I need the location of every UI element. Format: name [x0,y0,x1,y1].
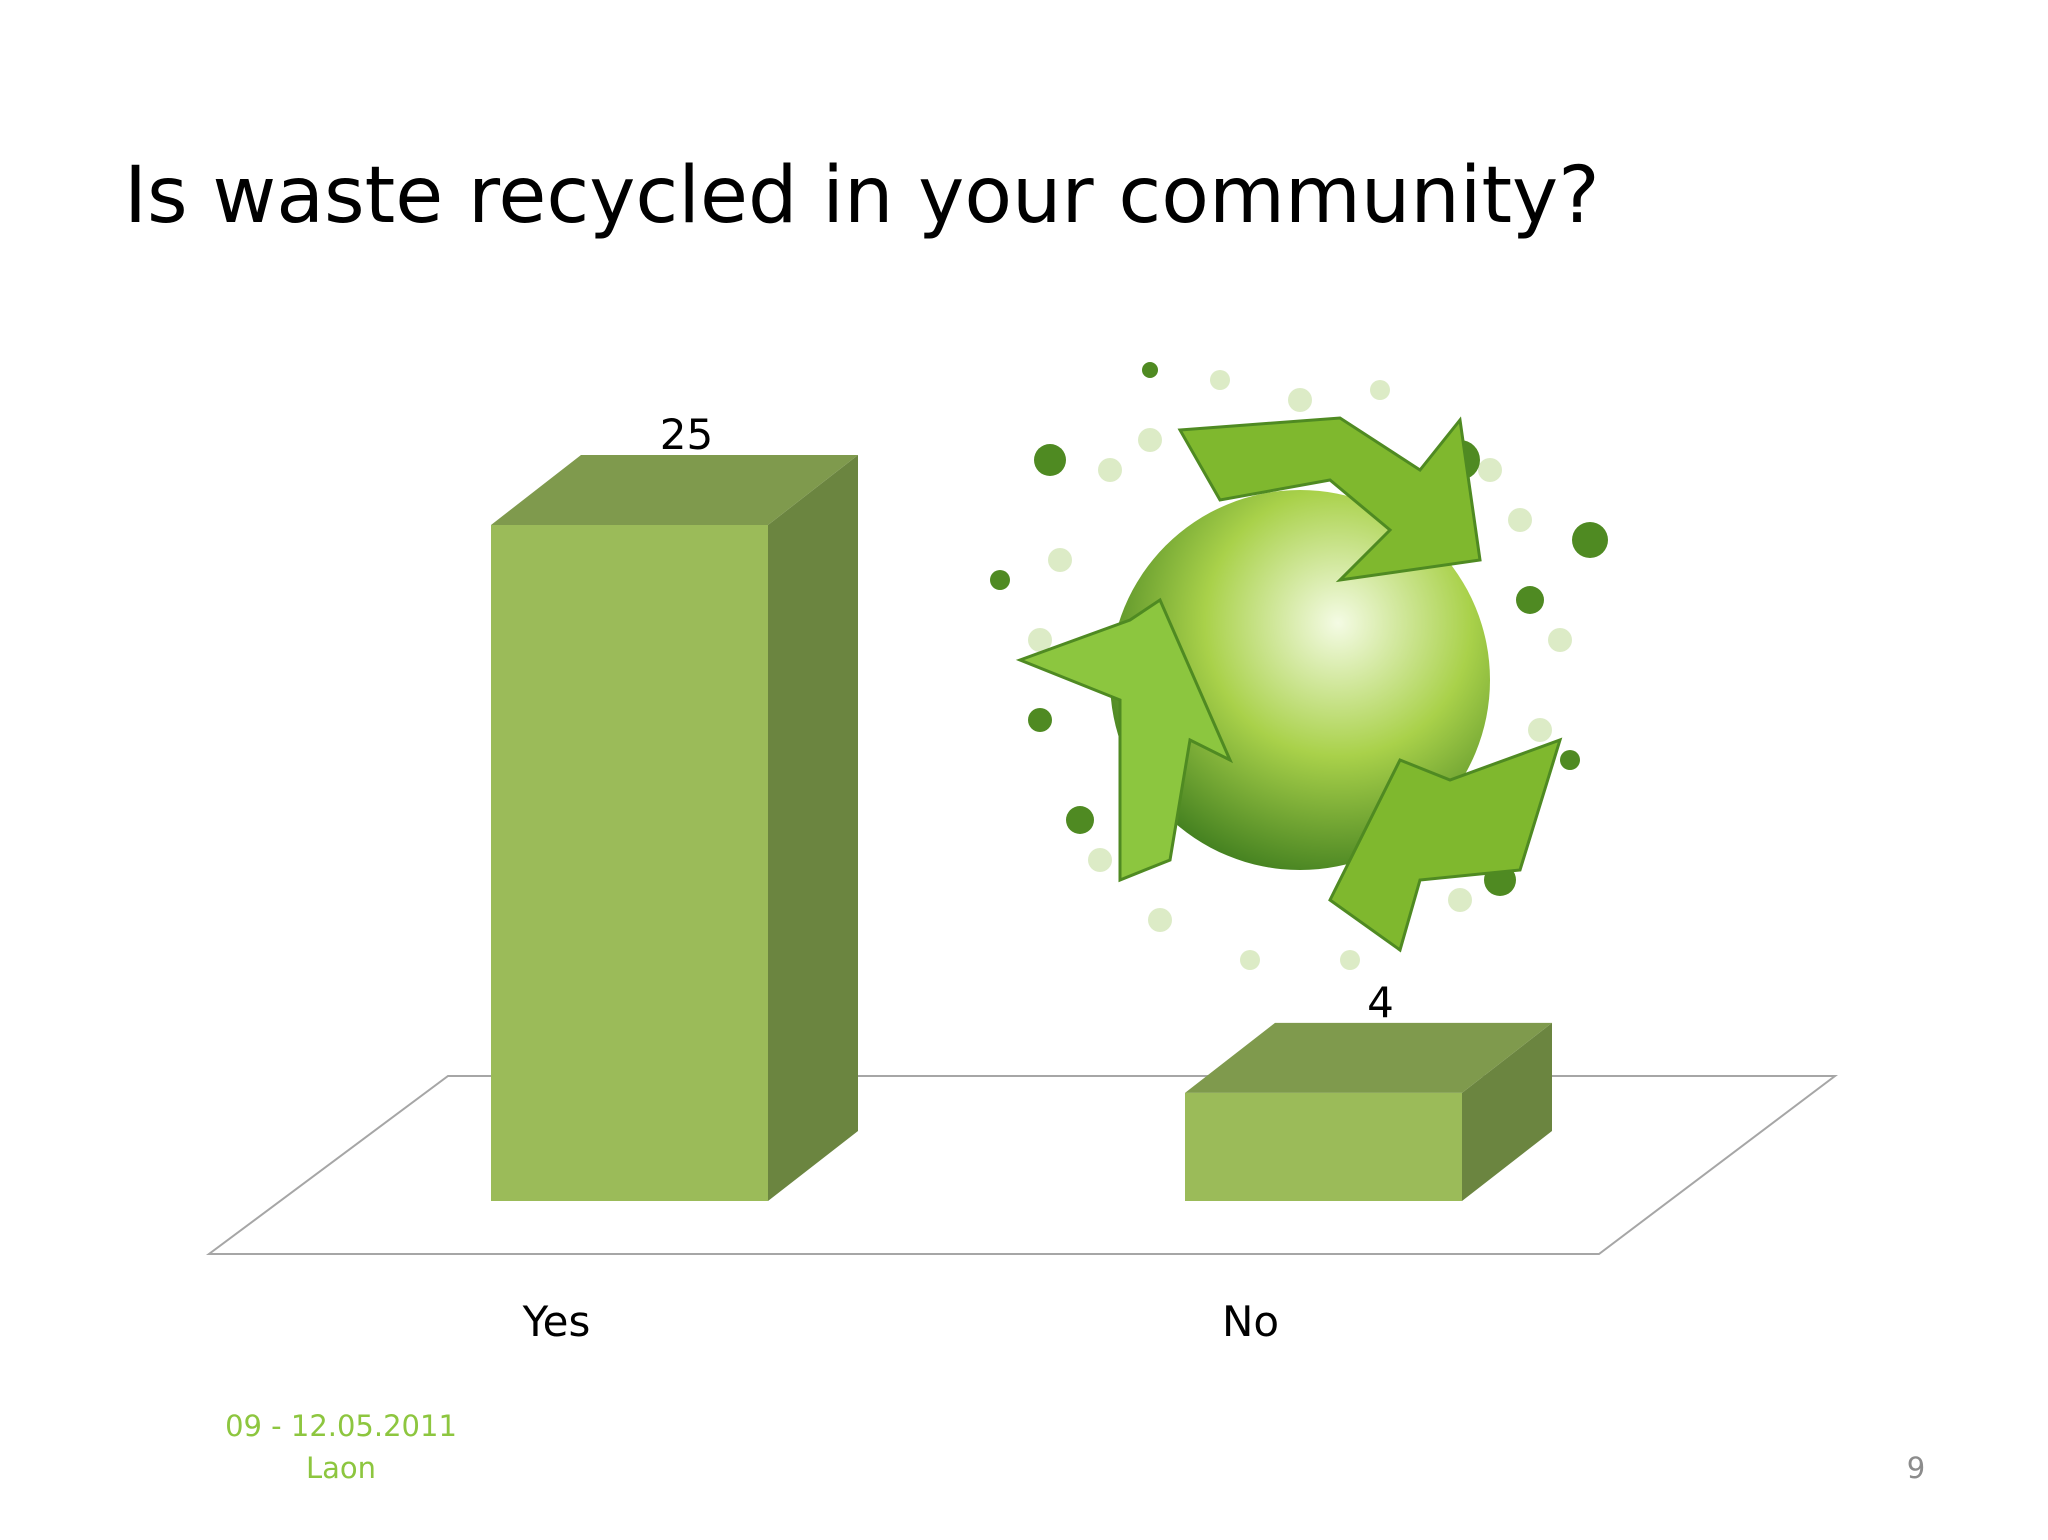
footer-place: Laon [306,1451,376,1485]
bar [491,525,768,1201]
page-number: 9 [1907,1451,1925,1485]
footer-date: 09 - 12.05.2011 [225,1409,457,1443]
value-label: 4 [1367,978,1394,1027]
x-tick-label: Yes [522,1297,591,1346]
bar [1185,1092,1462,1201]
bar-side [768,455,858,1201]
bar-side [1462,1022,1552,1201]
x-tick-label: No [1222,1297,1279,1346]
bar-top [491,455,858,525]
recycle-illustration [990,362,1608,970]
bar-top [1185,1022,1552,1093]
chart-title: Is waste recycled in your community? [124,151,1600,241]
value-label: 25 [660,410,713,459]
floor [205,1075,1838,1255]
